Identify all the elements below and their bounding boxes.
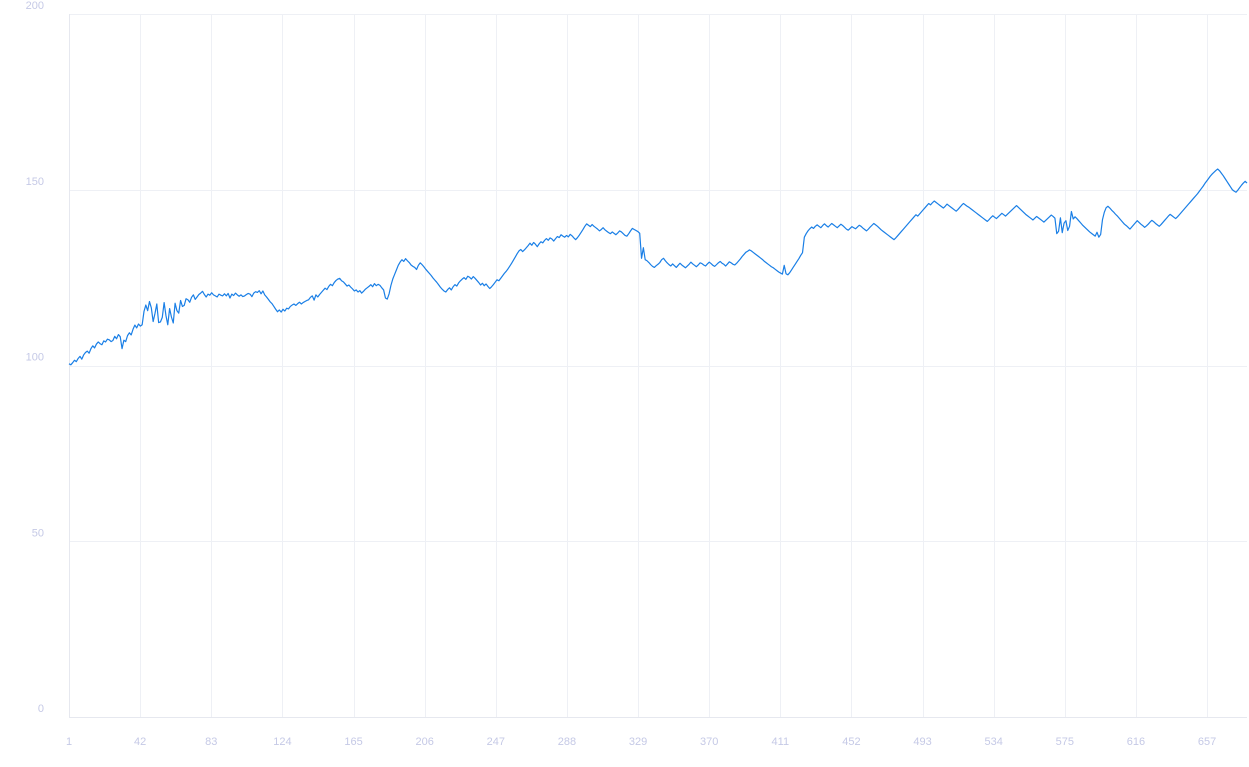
series-line — [68, 168, 1248, 366]
x-tick-label: 493 — [913, 736, 931, 748]
x-tick-label: 575 — [1056, 736, 1074, 748]
x-tick-label: 534 — [985, 736, 1003, 748]
x-tick-label: 1 — [66, 736, 72, 748]
y-tick-label: 100 — [26, 352, 44, 364]
axes — [69, 14, 1247, 718]
x-tick-label: 83 — [205, 736, 217, 748]
y-tick-label: 150 — [26, 176, 44, 188]
y-tick-label: 50 — [32, 527, 44, 539]
x-tick-label: 206 — [415, 736, 433, 748]
x-tick-label: 288 — [558, 736, 576, 748]
x-tick-label: 616 — [1127, 736, 1145, 748]
x-tick-label: 247 — [487, 736, 505, 748]
x-tick-label: 165 — [344, 736, 362, 748]
series-layer — [68, 168, 1248, 366]
x-tick-label: 411 — [772, 736, 790, 748]
grid — [69, 14, 1247, 718]
y-tick-label: 0 — [38, 703, 44, 715]
x-tick-label: 452 — [842, 736, 860, 748]
x-tick-label: 370 — [700, 736, 718, 748]
tick-labels: 0 50 100 150 200 1 42 83 124 165 206 247 288 329 370 41… — [26, 0, 1217, 748]
x-tick-label: 42 — [134, 736, 146, 748]
y-tick-label: 200 — [26, 0, 44, 12]
x-tick-label: 124 — [273, 736, 291, 748]
x-tick-label: 657 — [1198, 736, 1216, 748]
x-tick-label: 329 — [629, 736, 647, 748]
